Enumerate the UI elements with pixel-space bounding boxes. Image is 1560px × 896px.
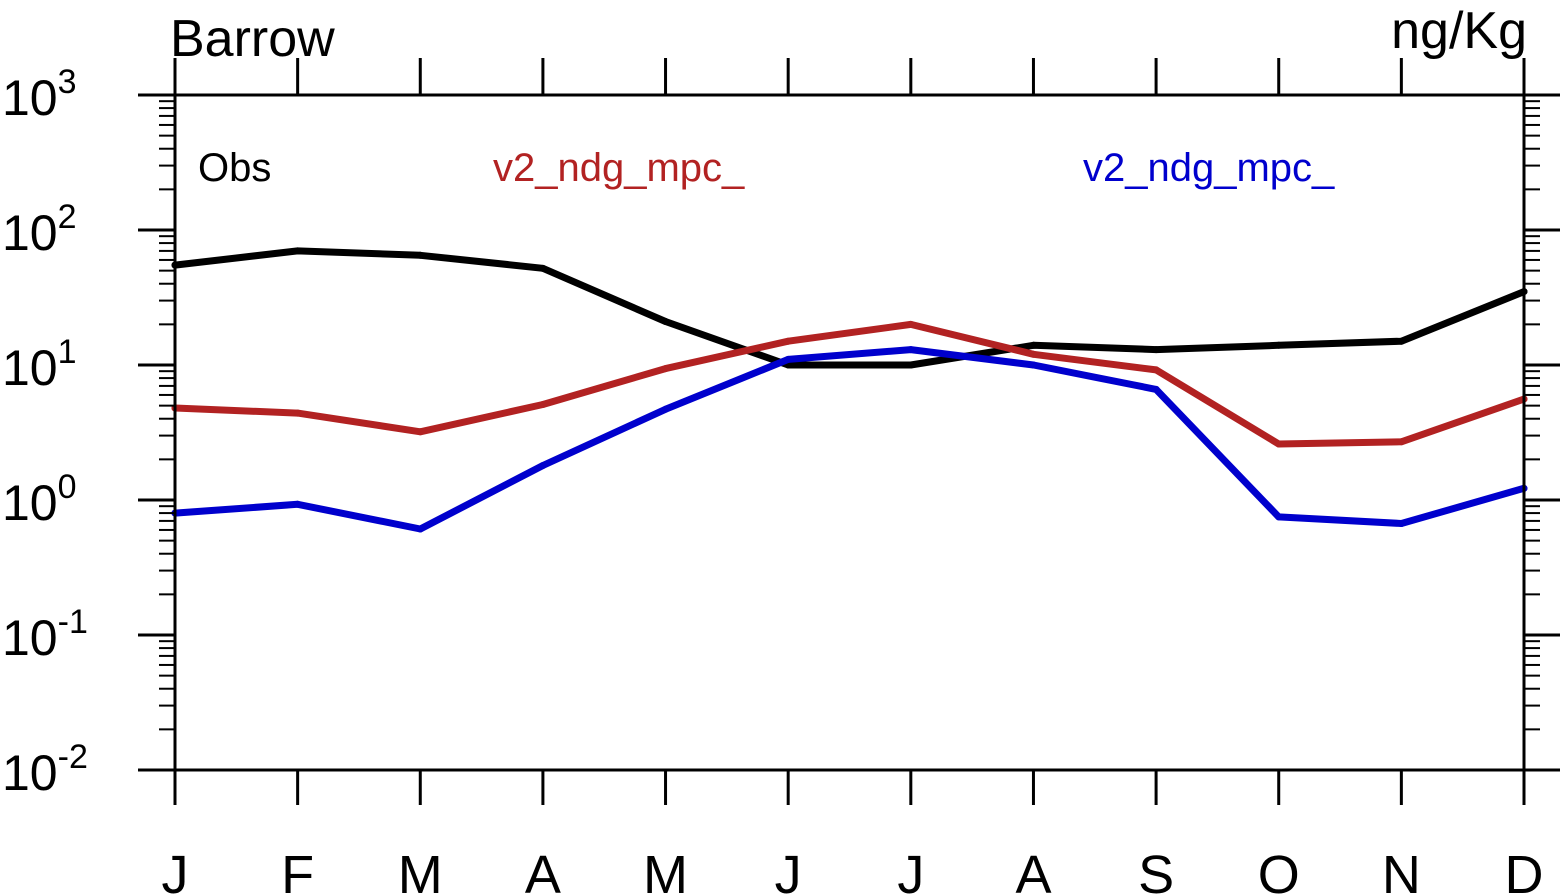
y-tick-base: 10	[2, 610, 58, 666]
y-tick-exponent: 0	[58, 468, 77, 506]
chart-units-label: ng/Kg	[1391, 2, 1527, 60]
data-point	[662, 365, 670, 373]
data-point	[294, 500, 302, 508]
y-tick-label: 10-1	[2, 603, 88, 666]
y-tick-base: 10	[2, 340, 58, 396]
y-tick-base: 10	[2, 745, 58, 801]
x-tick-label: J	[897, 845, 924, 896]
data-point	[416, 428, 424, 436]
data-point	[1029, 341, 1037, 349]
y-tick-exponent: 3	[58, 63, 77, 101]
x-tick-label: O	[1258, 845, 1300, 896]
y-tick-label: 103	[2, 63, 77, 126]
data-point	[1152, 385, 1160, 393]
x-tick-label: A	[1015, 845, 1051, 896]
data-point	[416, 525, 424, 533]
x-tick-label: J	[775, 845, 802, 896]
y-tick-base: 10	[2, 205, 58, 261]
data-point	[662, 405, 670, 413]
y-tick-label: 101	[2, 333, 77, 396]
y-tick-exponent: 1	[58, 333, 77, 371]
data-point	[1397, 438, 1405, 446]
series-line	[171, 247, 1528, 369]
chart-title-left: Barrow	[170, 10, 335, 68]
data-point	[294, 247, 302, 255]
y-tick-label: 100	[2, 468, 77, 531]
x-tick-label: M	[643, 845, 688, 896]
data-point	[1152, 346, 1160, 354]
data-point	[907, 361, 915, 369]
y-tick-exponent: -2	[58, 738, 88, 776]
data-point	[1397, 519, 1405, 527]
data-point	[539, 400, 547, 408]
legend-entry: Obs	[198, 146, 271, 190]
data-point	[1275, 341, 1283, 349]
y-tick-exponent: 2	[58, 198, 77, 236]
data-point	[907, 346, 915, 354]
y-tick-exponent: -1	[58, 603, 88, 641]
legend-entry: v2_ndg_mpc_	[1083, 146, 1335, 190]
data-point	[784, 355, 792, 363]
data-point	[294, 409, 302, 417]
y-tick-label: 10-2	[2, 738, 88, 801]
y-tick-base: 10	[2, 70, 58, 126]
data-point	[416, 251, 424, 259]
legend-entry: v2_ndg_mpc_	[493, 146, 745, 190]
plot-frame	[173, 93, 1526, 772]
data-point	[907, 320, 915, 328]
x-tick-label: A	[525, 845, 561, 896]
x-tick-label: S	[1138, 845, 1174, 896]
x-tick-label: D	[1505, 845, 1544, 896]
data-point	[1397, 337, 1405, 345]
data-point	[1029, 350, 1037, 358]
series-line	[171, 346, 1528, 533]
series-line	[171, 320, 1528, 448]
data-point	[1275, 440, 1283, 448]
y-tick-label: 102	[2, 198, 77, 261]
y-tick-base: 10	[2, 475, 58, 531]
data-point	[662, 318, 670, 326]
data-point	[1029, 361, 1037, 369]
data-point	[539, 264, 547, 272]
x-tick-label: J	[162, 845, 189, 896]
x-tick-label: N	[1382, 845, 1421, 896]
data-point	[784, 337, 792, 345]
data-point	[539, 462, 547, 470]
x-tick-label: M	[398, 845, 443, 896]
data-point	[1152, 366, 1160, 374]
data-point	[1275, 513, 1283, 521]
x-tick-label: F	[281, 845, 314, 896]
